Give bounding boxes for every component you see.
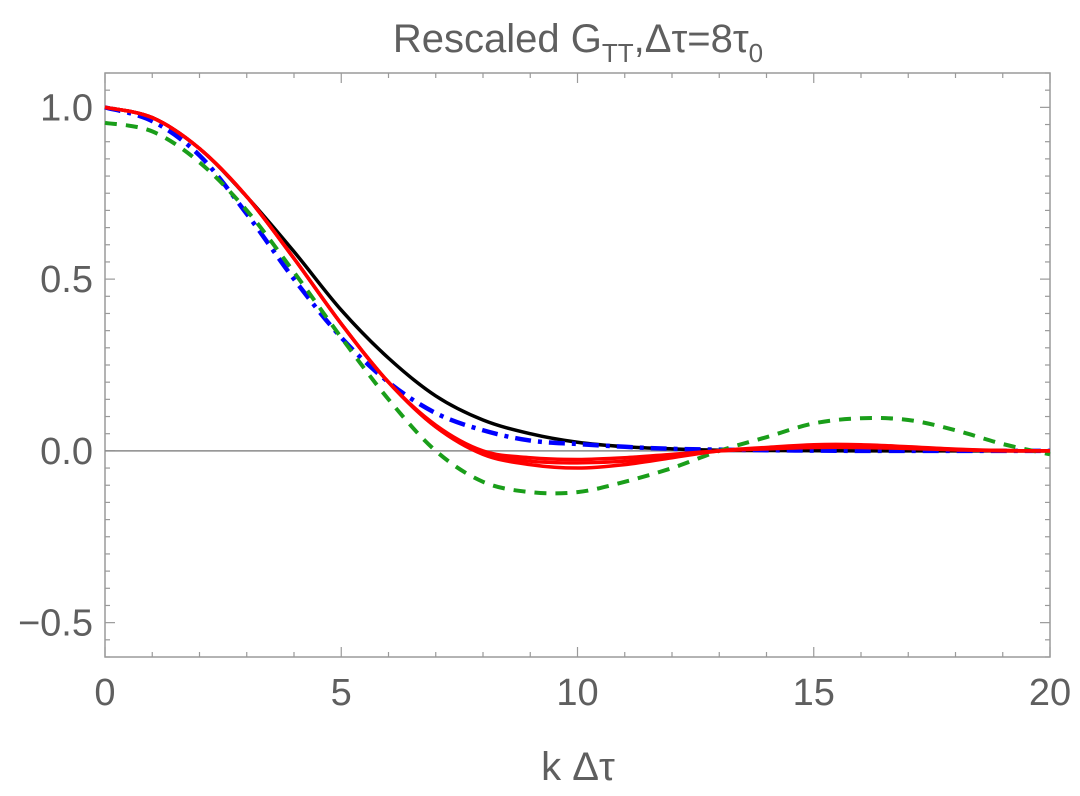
plot-frame [104, 72, 1051, 658]
series-line-red-1 [104, 105, 1051, 470]
series-line-black-solid [104, 105, 1050, 453]
series-line-blue-dashdot [104, 105, 1050, 454]
series-line-green-dashed [104, 120, 1051, 496]
chart-title-main: Rescaled G [393, 17, 602, 61]
x-tick-label: 15 [793, 672, 835, 714]
x-tick-label: 0 [94, 672, 115, 714]
series-line-red-2 [104, 105, 1051, 465]
chart-title-suffix: ,Δτ=8τ [634, 17, 749, 61]
x-tick-label: 10 [556, 672, 598, 714]
y-tick-label: 0.0 [40, 431, 93, 473]
series-line-red-3 [104, 105, 1051, 462]
chart-title: Rescaled GTT,Δτ=8τ0 [393, 17, 763, 68]
x-axis-label: k Δτ [541, 745, 615, 789]
chart-title-suffix-subscript: 0 [749, 38, 763, 68]
x-tick-label: 20 [1029, 672, 1071, 714]
y-tick-label: −0.5 [18, 603, 93, 645]
chart-title-subscript: TT [602, 38, 634, 68]
y-tick-label: 0.5 [40, 259, 93, 301]
series-group [104, 105, 1051, 496]
x-tick-label: 5 [331, 672, 352, 714]
y-tick-label: 1.0 [40, 87, 93, 129]
tick-labels: 0 5 10 15 20 −0.5 0.0 0.5 1.0 [18, 87, 1071, 714]
axis-ticks [104, 72, 1051, 658]
